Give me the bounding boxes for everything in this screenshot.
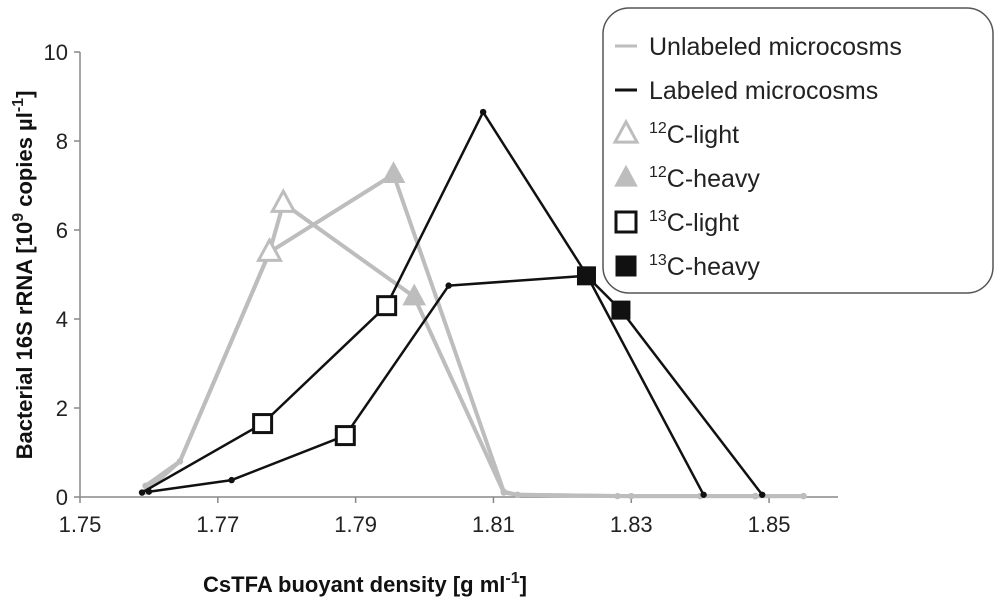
series-layer (138, 108, 807, 500)
fraction-marker-square-open (376, 295, 398, 317)
legend-marker-swatch (614, 164, 638, 187)
legend-entry: 13C-heavy (615, 252, 760, 281)
fraction-marker-triangle-open (269, 188, 297, 213)
y-tick-label: 4 (56, 307, 68, 332)
data-point (628, 492, 635, 500)
y-tick-label: 0 (56, 485, 68, 510)
y-tick-label: 6 (56, 218, 68, 243)
x-axis-label: CsTFA buoyant density [g ml-1] (203, 570, 527, 597)
legend-box (602, 7, 994, 294)
legend-label: Unlabeled microcosms (649, 33, 902, 61)
legend-label: 12C-light (649, 120, 739, 149)
fraction-marker-square-open (334, 425, 356, 447)
legend-marker-swatch (615, 255, 637, 277)
fraction-marker-square-open (252, 413, 274, 435)
x-tick-label: 1.79 (334, 512, 377, 537)
fraction-markers (252, 161, 631, 447)
data-point (700, 491, 707, 498)
data-point (759, 491, 766, 498)
series-line (141, 110, 705, 496)
fraction-marker-square-filled (611, 300, 631, 320)
legend-label: 13C-light (649, 208, 739, 237)
legend-entry: 12C-heavy (614, 164, 760, 193)
fraction-marker-triangle-open (255, 236, 284, 262)
x-tick-label: 1.85 (748, 512, 791, 537)
data-point (500, 488, 507, 495)
data-point (800, 492, 807, 500)
data-point (514, 491, 521, 498)
fraction-marker-triangle-filled (381, 161, 406, 183)
data-point (176, 458, 184, 465)
x-tick-label: 1.75 (59, 512, 102, 537)
legend-marker-swatch (614, 210, 638, 234)
x-tick-label: 1.83 (610, 512, 653, 537)
data-point (142, 482, 149, 490)
x-tick-label: 1.81 (472, 512, 515, 537)
series-line (144, 172, 804, 499)
legend-entry: 12C-light (612, 118, 739, 149)
data-point (479, 108, 487, 116)
data-point (445, 282, 452, 289)
legend-label: 12C-heavy (649, 164, 760, 193)
legend-label: 13C-heavy (649, 252, 760, 281)
legend-marker-swatch (612, 118, 640, 144)
data-point (752, 492, 759, 500)
fraction-marker-triangle-filled (402, 283, 427, 306)
x-tick-label: 1.77 (196, 512, 239, 537)
legend-entry: 13C-light (614, 208, 739, 237)
legend: Unlabeled microcosms Labeled microcosms 12… (602, 7, 994, 294)
legend-entry: Unlabeled microcosms (615, 33, 902, 61)
data-point (138, 489, 146, 496)
y-axis-label: Bacterial 16S rRNA [109 copies µl-1] (10, 91, 37, 460)
data-point (228, 476, 235, 484)
y-tick-label: 2 (56, 396, 68, 421)
ticks: 1.75 1.77 1.79 1.81 1.83 1.85 0 2 4 6 8 10 (44, 40, 791, 537)
y-tick-label: 8 (56, 129, 68, 154)
fraction-marker-square-filled (576, 266, 596, 286)
legend-entry: Labeled microcosms (615, 77, 878, 105)
data-point (145, 488, 153, 495)
y-tick-label: 10 (44, 40, 68, 65)
legend-label: Labeled microcosms (649, 77, 878, 105)
